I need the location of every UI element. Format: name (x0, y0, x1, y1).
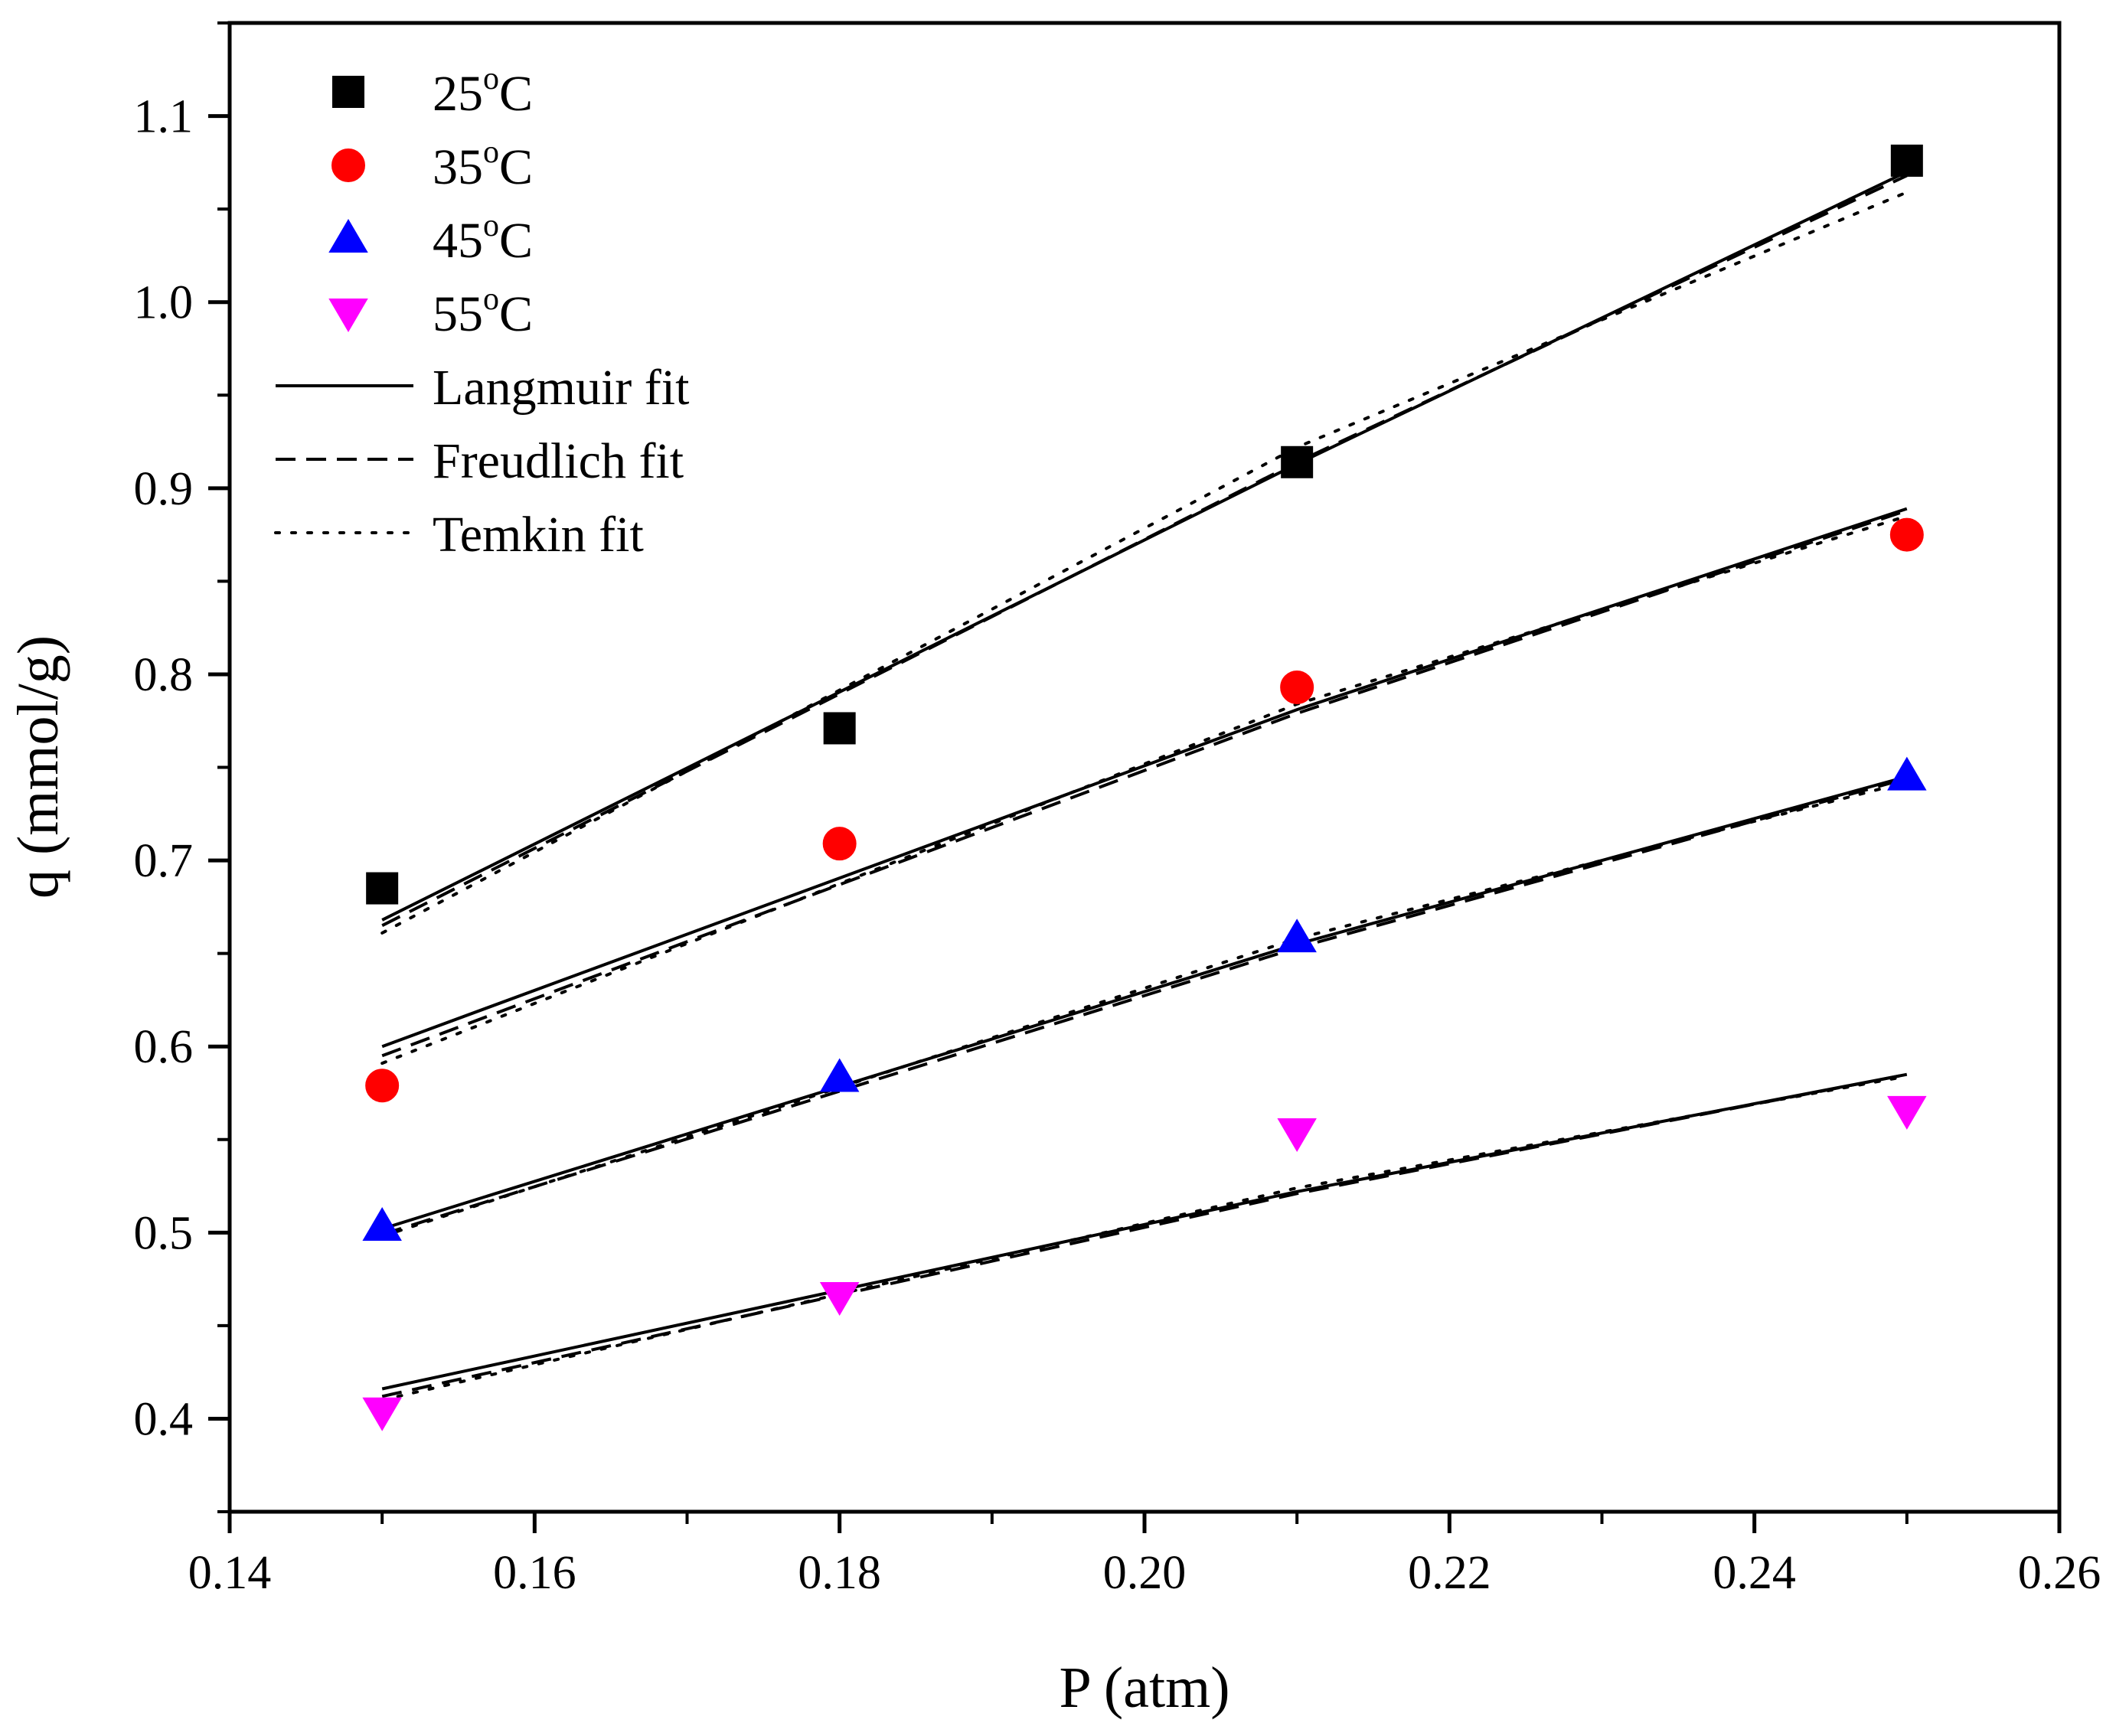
y-tick-label: 1.0 (134, 277, 194, 329)
legend-label-55: 55oC (433, 282, 533, 342)
y-tick-label: 0.9 (134, 463, 194, 515)
legend-symbol-35 (331, 148, 365, 182)
data-point-35 (1280, 670, 1314, 704)
legend-label-45: 45oC (433, 208, 533, 269)
dotted-fit-line-35 (380, 514, 1909, 1065)
x-tick-label: 0.26 (2018, 1547, 2101, 1599)
data-point-45 (362, 1207, 402, 1242)
fit-lines (380, 170, 1909, 1402)
data-point-25 (1281, 445, 1314, 478)
dotted-fit-line-25 (380, 191, 1909, 935)
legend-label-dashed: Freudlich fit (433, 433, 684, 489)
data-point-45 (819, 1058, 860, 1092)
legend-symbol-45 (328, 219, 368, 253)
data-point-55 (362, 1397, 402, 1431)
data-point-25 (1890, 144, 1923, 177)
data-point-35 (365, 1069, 400, 1103)
dashed-fit-line-45 (381, 777, 1908, 1236)
x-tick-label: 0.16 (493, 1547, 576, 1599)
x-axis-title: P (atm) (1059, 1656, 1229, 1720)
data-point-45 (1277, 919, 1317, 953)
y-tick-label: 0.4 (134, 1393, 194, 1445)
legend-label-25: 25oC (433, 61, 533, 122)
legend-label-35: 35oC (433, 135, 533, 195)
dotted-fit-line-55 (380, 1075, 1909, 1402)
y-tick-label: 0.6 (134, 1021, 194, 1073)
y-tick-label: 0.7 (134, 835, 194, 887)
y-tick-label: 0.5 (134, 1207, 194, 1259)
legend-label-solid: Langmuir fit (433, 360, 689, 416)
y-tick-label: 0.8 (134, 649, 194, 701)
data-points (362, 144, 1927, 1431)
data-point-55 (1887, 1095, 1927, 1130)
data-point-35 (1889, 517, 1924, 552)
data-point-55 (1277, 1118, 1317, 1153)
x-tick-label: 0.14 (188, 1547, 272, 1599)
data-point-45 (1887, 756, 1927, 791)
x-tick-label: 0.18 (798, 1547, 881, 1599)
legend-symbol-55 (328, 299, 368, 332)
legend: 25oC 35oC 45oC 55oC Langmuir fit Freudlich fi… (274, 61, 689, 563)
dotted-fit-line-45 (380, 780, 1909, 1238)
x-tick-label: 0.20 (1103, 1547, 1187, 1599)
y-axis-title: q (mmol/g) (6, 635, 70, 899)
data-point-25 (823, 712, 856, 745)
legend-label-dotted: Temkin fit (433, 507, 644, 563)
dashed-fit-line-55 (381, 1072, 1908, 1398)
data-point-25 (366, 872, 399, 905)
data-point-55 (819, 1281, 860, 1316)
x-tick-label: 0.24 (1713, 1547, 1796, 1599)
legend-symbol-25 (332, 76, 364, 108)
axes: 0.14 0.16 0.18 0.20 0.22 0.24 0.26 0.4 0.5 0.6 0.7… (134, 21, 2101, 1599)
solid-fit-line-35 (381, 507, 1908, 1049)
x-tick-label: 0.22 (1408, 1547, 1491, 1599)
data-point-35 (822, 827, 857, 861)
solid-fit-line-55 (381, 1072, 1908, 1391)
dashed-fit-line-35 (381, 509, 1908, 1058)
y-tick-label: 1.1 (134, 91, 194, 143)
